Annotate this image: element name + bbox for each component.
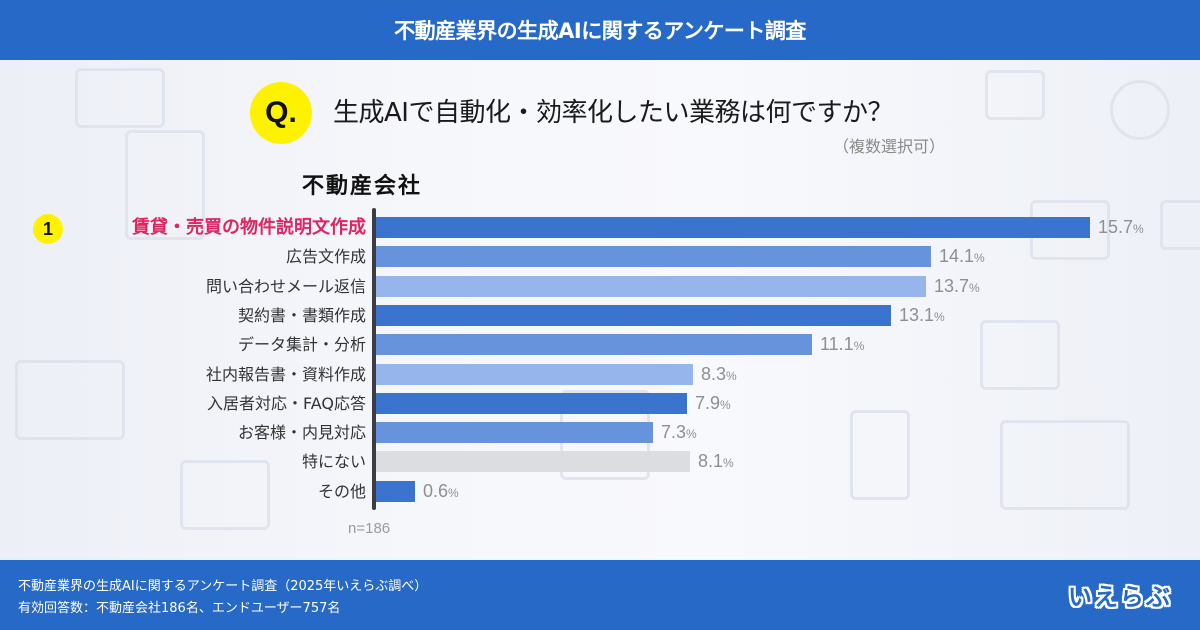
value-number: 11.1 (820, 334, 854, 355)
bar-value: 13.7% (934, 275, 980, 297)
value-unit: % (723, 456, 734, 471)
bar-value: 13.1% (899, 304, 945, 326)
group-title: 不動産会社 (302, 174, 423, 199)
bar-value: 8.1% (698, 450, 734, 472)
value-number: 0.6 (423, 480, 449, 501)
folder-icon (180, 460, 270, 530)
value-number: 7.9 (695, 392, 721, 413)
value-unit: % (969, 280, 980, 295)
footer-bar: 不動産業界の生成AIに関するアンケート調査（2025年いえらぶ調べ） 有効回答数… (0, 560, 1200, 630)
question-note: （複数選択可） (832, 137, 945, 156)
flag-icon (985, 70, 1045, 120)
bar-label: 広告文作成 (285, 247, 366, 267)
bar (376, 363, 693, 385)
laptop-icon (75, 68, 165, 128)
bar-value: 8.3% (701, 363, 737, 385)
bar-row: データ集計・分析 11.1% (0, 334, 1200, 356)
header-title: 不動産業界の生成AIに関するアンケート調査 (394, 19, 806, 43)
header-bar: 不動産業界の生成AIに関するアンケート調査 (0, 0, 1200, 60)
value-number: 8.1 (698, 451, 724, 472)
bar-row: 特にない 8.1% (0, 451, 1200, 473)
value-number: 13.1 (899, 304, 935, 325)
chart-axis-line (372, 208, 376, 510)
value-unit: % (448, 485, 459, 500)
rank-badge: 1 (33, 214, 63, 244)
bar (376, 392, 687, 414)
value-number: 13.7 (934, 275, 970, 296)
bar-value: 14.1% (939, 245, 985, 267)
bar-label: 入居者対応・FAQ応答 (207, 393, 366, 413)
bar-row: 広告文作成 14.1% (0, 246, 1200, 268)
bar-value: 15.7% (1098, 216, 1144, 238)
bar-row: お客様・内見対応 7.3% (0, 422, 1200, 444)
bar (376, 217, 1090, 238)
value-number: 7.3 (661, 422, 687, 443)
ierabu-logo: い え ら ぶ (1068, 583, 1170, 611)
bar-value: 7.9% (695, 392, 731, 414)
tablet-icon (850, 410, 910, 500)
value-unit: % (934, 309, 945, 324)
bar-label: 特にない (301, 452, 366, 472)
calendar-icon (980, 320, 1060, 390)
bar-label: 賃貸・売買の物件説明文作成 (132, 217, 366, 238)
cloud-icon (1110, 80, 1170, 140)
bar-label: データ集計・分析 (237, 335, 366, 355)
bar-row: 入居者対応・FAQ応答 7.9% (0, 392, 1200, 415)
bar-label: 契約書・書類作成 (237, 305, 366, 325)
value-number: 15.7 (1098, 217, 1134, 237)
bar-row: 1 賃貸・売買の物件説明文作成 15.7% (0, 214, 1200, 244)
value-unit: % (1133, 222, 1144, 236)
value-number: 8.3 (701, 363, 727, 384)
bar (376, 451, 690, 473)
value-unit: % (974, 251, 985, 266)
logo-char: い (1068, 583, 1092, 611)
value-unit: % (720, 397, 731, 412)
value-unit: % (853, 339, 865, 354)
video-icon (1000, 420, 1130, 510)
bar-label: その他 (317, 481, 366, 501)
logo-char: ら (1120, 583, 1144, 611)
bar (376, 246, 931, 268)
monitor-icon (15, 360, 125, 440)
chat-icon (1160, 200, 1200, 250)
logo-char: ぶ (1146, 583, 1170, 611)
footer-source: 不動産業界の生成AIに関するアンケート調査（2025年いえらぶ調べ） (18, 579, 428, 594)
footer-respondents: 有効回答数：不動産会社186名、エンドユーザー757名 (18, 601, 341, 616)
bar (376, 422, 653, 444)
logo-char: え (1094, 583, 1118, 611)
value-unit: % (686, 427, 697, 442)
question-badge: Q. (250, 82, 312, 144)
bar-row: その他 0.6% (0, 480, 1200, 503)
bar-label: お客様・内見対応 (237, 423, 366, 443)
sample-size: n=186 (348, 520, 391, 537)
bar-value: 7.3% (661, 421, 697, 443)
bar-row: 社内報告書・資料作成 8.3% (0, 363, 1200, 386)
value-number: 14.1 (939, 246, 975, 267)
bar-row: 問い合わせメール返信 13.7% (0, 275, 1200, 298)
bar-label: 問い合わせメール返信 (205, 276, 366, 296)
bar (376, 275, 926, 297)
bar-label: 社内報告書・資料作成 (205, 364, 366, 384)
bar (376, 334, 812, 356)
value-unit: % (726, 368, 737, 383)
bar (376, 480, 415, 502)
document-icon (125, 130, 205, 240)
bar (376, 304, 891, 326)
question-text: 生成AIで自動化・効率化したい業務は何ですか？ (333, 98, 893, 128)
bar-value: 0.6% (423, 480, 459, 502)
bar-value: 11.1% (820, 333, 864, 355)
bar-row: 契約書・書類作成 13.1% (0, 304, 1200, 327)
